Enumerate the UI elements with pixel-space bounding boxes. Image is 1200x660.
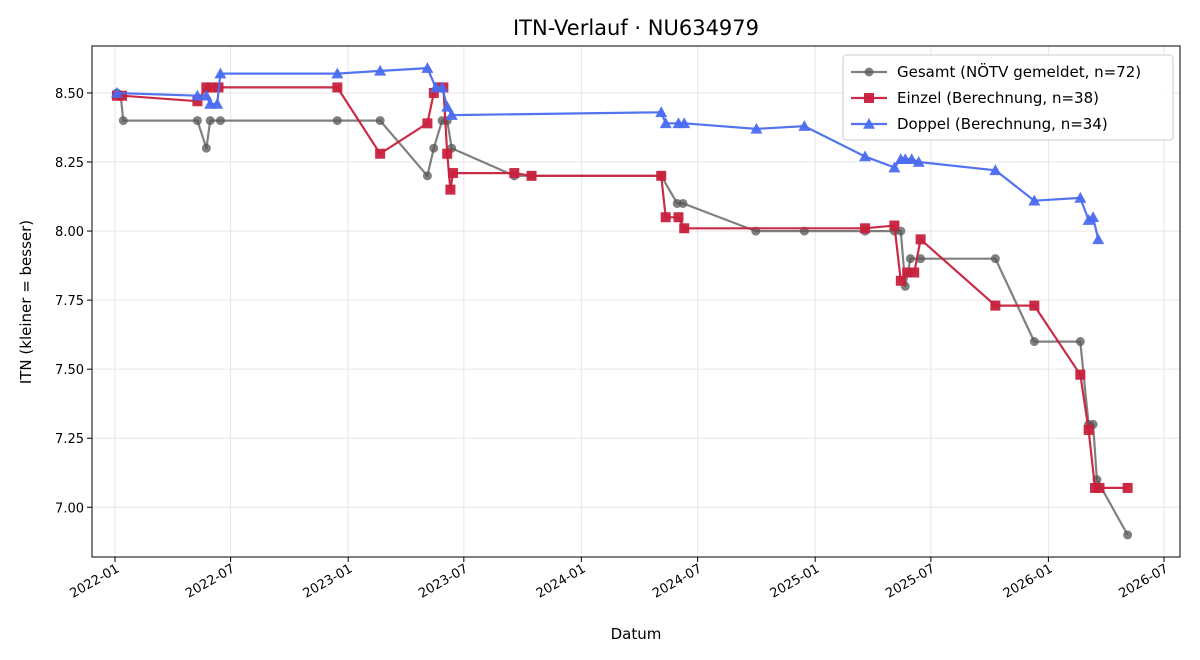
data-point (214, 67, 227, 79)
legend-frame (842, 54, 1174, 141)
x-axis-label: Datum (611, 625, 662, 643)
data-point (445, 184, 456, 195)
data-point (888, 161, 901, 173)
data-point (905, 254, 915, 264)
data-point (526, 170, 537, 181)
y-tick-label: 8.50 (55, 87, 84, 102)
data-point (655, 106, 668, 118)
legend-label: Gesamt (NÖTV gemeldet, n=72) (897, 62, 1141, 81)
chart-title: ITN-Verlauf · NU634979 (513, 16, 759, 40)
data-point (117, 90, 128, 101)
y-tick-label: 7.75 (55, 294, 84, 309)
data-point (679, 223, 690, 234)
data-point (332, 82, 343, 93)
data-point (436, 81, 449, 93)
data-point (110, 86, 123, 98)
data-point (659, 117, 672, 129)
series-layer (110, 62, 1133, 540)
data-point (205, 116, 215, 126)
data-point (1087, 211, 1100, 223)
data-point (201, 143, 211, 153)
plot-frame (91, 45, 1181, 558)
data-point (1083, 424, 1094, 435)
data-point (442, 148, 453, 159)
data-point (422, 118, 433, 129)
data-point (509, 168, 520, 179)
data-point (859, 150, 872, 162)
data-point (428, 87, 439, 98)
data-point (915, 234, 926, 245)
data-point (206, 82, 217, 93)
data-point (1094, 482, 1105, 493)
series-line (116, 86, 1128, 489)
legend-label: Doppel (Berechnung, n=34) (897, 115, 1108, 133)
data-point (989, 164, 1002, 176)
data-point (798, 120, 811, 131)
data-point (1028, 194, 1041, 206)
data-point (860, 223, 871, 234)
data-point (200, 89, 213, 101)
data-point (990, 254, 1000, 264)
series-line (116, 92, 1129, 536)
y-tick-label: 7.00 (55, 501, 84, 516)
legend-marker (864, 93, 874, 103)
y-axis-label: ITN (kleiner = besser) (17, 220, 35, 384)
data-point (1123, 530, 1133, 540)
data-point (990, 300, 1001, 311)
data-point (1029, 300, 1040, 311)
data-point (375, 148, 386, 159)
data-point (1122, 482, 1133, 493)
data-point (201, 82, 212, 93)
legend-marker (864, 67, 874, 77)
data-point (447, 168, 458, 179)
data-point (895, 275, 906, 286)
data-point (905, 153, 918, 165)
data-point (421, 62, 434, 73)
data-point (445, 109, 458, 120)
data-point (909, 267, 920, 278)
data-point (660, 212, 671, 223)
y-tick-label: 8.25 (55, 156, 84, 171)
data-point (1074, 191, 1087, 203)
data-point (375, 116, 385, 126)
data-point (656, 170, 667, 181)
data-point (889, 220, 900, 231)
series-square (111, 82, 1133, 493)
data-point (1075, 337, 1085, 347)
y-tick-label: 7.25 (55, 432, 84, 447)
data-point (118, 116, 128, 126)
data-point (331, 67, 344, 79)
y-tick-label: 7.50 (55, 363, 84, 378)
data-point (211, 98, 224, 109)
data-point (1029, 337, 1039, 347)
data-point (912, 156, 925, 167)
data-point (332, 116, 342, 126)
data-point (678, 198, 688, 208)
legend-marker (863, 118, 875, 129)
data-point (192, 96, 203, 107)
data-point (750, 122, 763, 134)
legend: Gesamt (NÖTV gemeldet, n=72) Einzel (Bere… (842, 54, 1174, 141)
data-point (902, 267, 913, 278)
data-point (374, 64, 387, 76)
data-point (422, 171, 432, 181)
data-point (1092, 233, 1105, 245)
series-triangle (110, 62, 1105, 245)
data-point (1075, 369, 1086, 380)
data-point (441, 100, 454, 112)
legend-label: Einzel (Berechnung, n=38) (897, 89, 1099, 107)
data-point (429, 143, 439, 153)
y-tick-label: 8.00 (55, 225, 84, 240)
data-point (191, 89, 204, 101)
data-point (192, 116, 202, 126)
data-point (215, 116, 225, 126)
data-point (678, 117, 691, 129)
data-point (673, 212, 684, 223)
